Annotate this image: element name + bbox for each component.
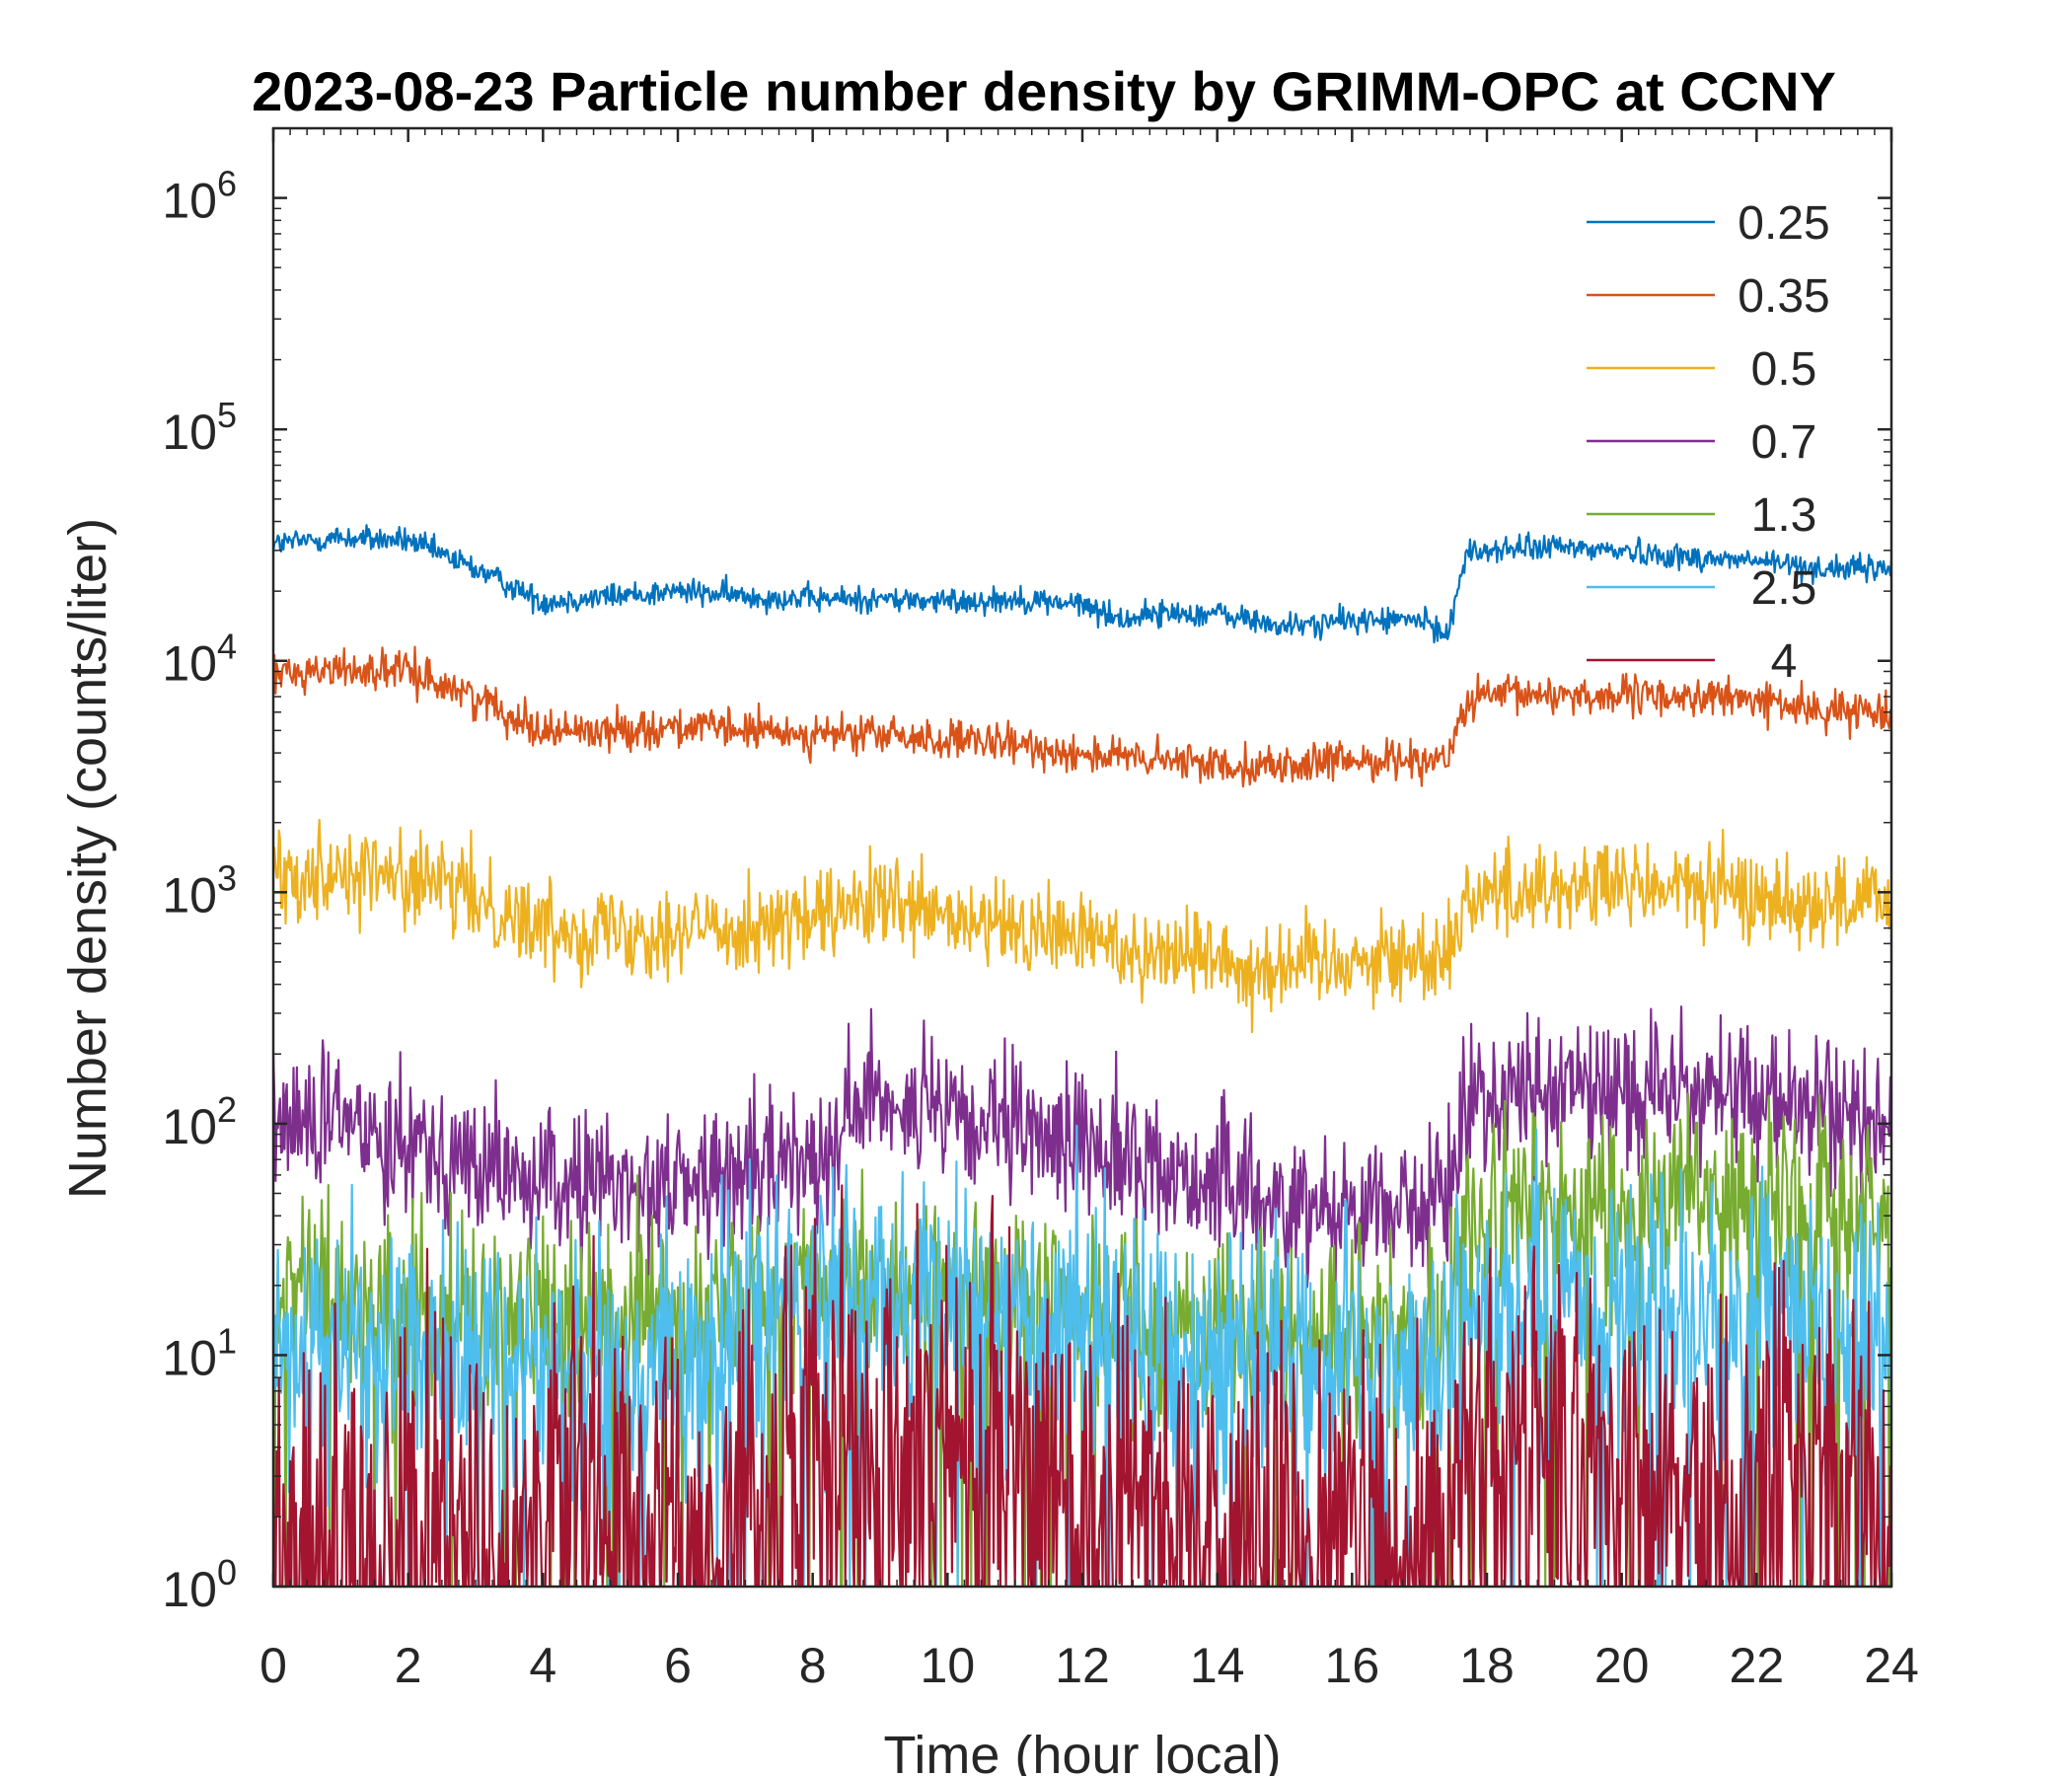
y-tick-label: 104 xyxy=(162,627,237,692)
x-tick-label: 6 xyxy=(664,1638,692,1693)
x-tick-label: 2 xyxy=(395,1638,422,1693)
series-line-2-5 xyxy=(273,1124,1891,1587)
series-line-0-7 xyxy=(273,1005,1891,1305)
x-tick-label: 18 xyxy=(1459,1638,1515,1693)
legend-label: 4 xyxy=(1771,635,1798,688)
legend: 0.25 0.35 0.5 0.7 1.3 2.5 4 xyxy=(1587,197,1830,688)
x-tick-label: 0 xyxy=(259,1638,287,1693)
y-tick-labels: 100 101 102 103 104 105 106 xyxy=(162,164,237,1617)
series-line-0-35 xyxy=(273,645,1891,788)
y-tick-label: 101 xyxy=(162,1320,237,1385)
y-tick-label: 100 xyxy=(162,1552,237,1617)
tick-layer xyxy=(271,127,1893,1589)
x-tick-label: 20 xyxy=(1594,1638,1650,1693)
legend-label: 0.35 xyxy=(1738,270,1829,323)
series-line-4 xyxy=(273,1184,1891,1587)
series-line-0-5 xyxy=(273,818,1891,1034)
legend-label: 1.3 xyxy=(1751,489,1817,542)
x-tick-label: 4 xyxy=(529,1638,556,1693)
x-tick-labels: 0 2 4 6 8 10 12 14 16 18 20 22 24 xyxy=(259,1638,1919,1693)
x-tick-label: 12 xyxy=(1055,1638,1110,1693)
y-tick-label: 103 xyxy=(162,857,237,923)
series-line-1-3 xyxy=(273,1092,1891,1587)
x-tick-label: 24 xyxy=(1864,1638,1919,1693)
chart-title: 2023-08-23 Particle number density by GR… xyxy=(252,60,1836,122)
x-axis-label: Time (hour local) xyxy=(883,1726,1281,1776)
y-tick-label: 106 xyxy=(162,164,237,229)
y-axis-label: Number density (counts/liter) xyxy=(58,518,117,1199)
y-tick-label: 105 xyxy=(162,395,237,460)
series-line-0-25 xyxy=(273,524,1891,644)
x-tick-label: 14 xyxy=(1190,1638,1245,1693)
legend-label: 0.25 xyxy=(1738,197,1829,250)
legend-label: 0.5 xyxy=(1751,343,1817,396)
series-layer xyxy=(273,524,1891,1587)
y-tick-label: 102 xyxy=(162,1089,237,1154)
legend-label: 2.5 xyxy=(1751,562,1817,615)
legend-label: 0.7 xyxy=(1751,416,1817,469)
x-tick-label: 16 xyxy=(1325,1638,1380,1693)
x-tick-label: 8 xyxy=(799,1638,827,1693)
x-tick-label: 10 xyxy=(921,1638,976,1693)
x-tick-label: 22 xyxy=(1730,1638,1785,1693)
